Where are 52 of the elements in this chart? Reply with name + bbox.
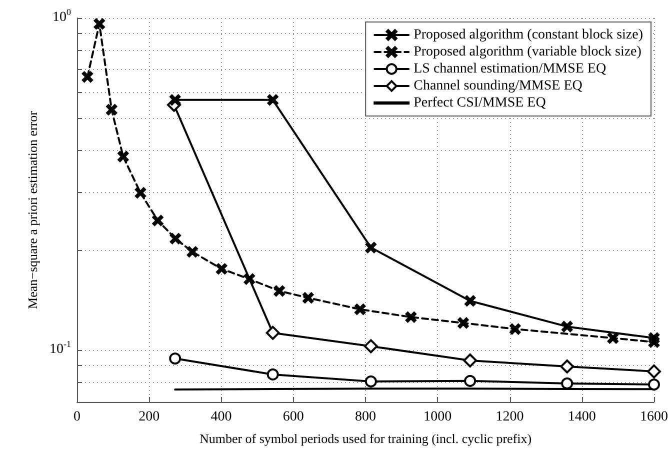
point bbox=[266, 326, 280, 340]
point bbox=[365, 242, 376, 254]
x-tick-label: 400 bbox=[210, 410, 232, 424]
point bbox=[364, 375, 377, 388]
point bbox=[562, 321, 573, 332]
legend-label: Perfect CSI/MMSE EQ bbox=[414, 96, 546, 110]
x-axis-title: Number of symbol periods used for training (incl. cyclic prefix) bbox=[199, 431, 532, 446]
point bbox=[274, 285, 285, 296]
point bbox=[364, 339, 378, 354]
point bbox=[302, 292, 314, 304]
legend-label: LS channel estimation/MMSE EQ bbox=[414, 62, 606, 76]
point bbox=[648, 332, 660, 344]
point bbox=[244, 274, 255, 285]
x-tick-label: 1200 bbox=[496, 410, 524, 424]
x-tick-label: 0 bbox=[74, 410, 80, 424]
x-tick-label: 1000 bbox=[424, 410, 452, 424]
legend-label: Proposed algorithm (variable block size) bbox=[414, 44, 642, 60]
point bbox=[106, 104, 118, 116]
x-tick-label: 800 bbox=[355, 410, 376, 424]
point bbox=[607, 332, 618, 344]
legend-label: Channel sounding/MMSE EQ bbox=[414, 78, 582, 94]
point bbox=[561, 377, 574, 390]
point bbox=[170, 233, 181, 244]
x-tick-label: 1400 bbox=[568, 410, 596, 424]
point bbox=[458, 317, 469, 328]
y-axis-title: Mean−square a priori estimation error bbox=[25, 110, 40, 309]
legend-label: Proposed algorithm (constant block size) bbox=[414, 28, 644, 42]
x-tick-label: 1600 bbox=[640, 410, 668, 424]
point bbox=[266, 368, 279, 380]
point bbox=[152, 215, 164, 226]
point bbox=[405, 312, 416, 323]
point bbox=[510, 324, 521, 335]
point bbox=[94, 18, 105, 30]
point bbox=[647, 364, 661, 378]
point bbox=[186, 246, 198, 258]
point bbox=[464, 374, 476, 387]
point bbox=[169, 352, 182, 365]
point bbox=[464, 295, 476, 306]
y-tick-label: 10$^{0}$ bbox=[52, 7, 71, 25]
point bbox=[354, 304, 366, 315]
point bbox=[267, 94, 278, 106]
point bbox=[216, 263, 228, 274]
point bbox=[134, 187, 146, 198]
point bbox=[648, 378, 660, 391]
point bbox=[82, 71, 93, 82]
point bbox=[170, 94, 181, 106]
x-tick-label: 600 bbox=[282, 410, 304, 424]
y-tick-label: 10$^{-1}$ bbox=[50, 339, 71, 358]
x-tick-label: 200 bbox=[138, 410, 160, 424]
point bbox=[118, 151, 129, 162]
point bbox=[560, 360, 574, 374]
point bbox=[463, 354, 478, 368]
